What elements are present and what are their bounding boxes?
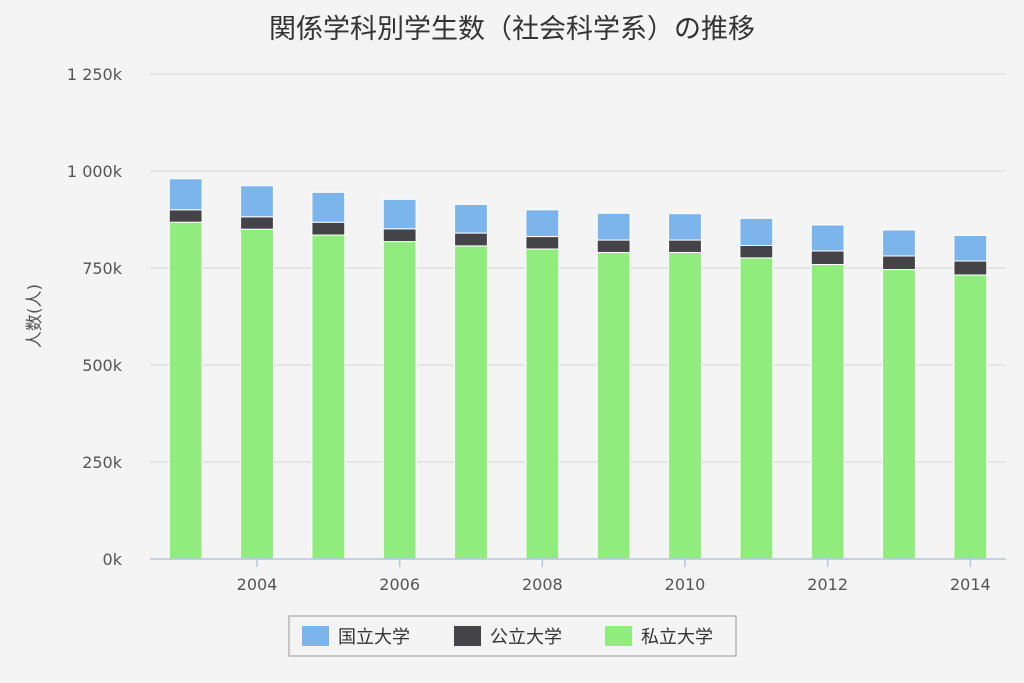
bar-2008-series-2 <box>525 209 560 238</box>
bar-2011-series-1 <box>739 244 774 259</box>
x-axis-tick-labels: 2004 2006 2008 2010 2012 2014 <box>237 559 991 594</box>
legend-item-0[interactable]: 国立大学 <box>302 626 410 648</box>
legend-box <box>288 615 737 657</box>
bar-group-2003 <box>168 178 203 560</box>
bar-2007-series-0 <box>454 245 488 560</box>
y-axis-tick-labels: 0k 250k 500k 750k 1 000k 1 250k <box>67 65 123 569</box>
legend-swatch <box>302 626 329 646</box>
bar-group-2012 <box>810 224 845 560</box>
bar-group-2009 <box>596 212 631 560</box>
legend-item-2[interactable]: 私立大学 <box>605 626 713 648</box>
chart-title: 関係学科別学生数（社会科学系）の推移 <box>269 14 755 45</box>
bar-group-2014 <box>953 234 988 560</box>
bar-2011-series-2 <box>739 217 774 246</box>
x-tick-label: 2014 <box>950 575 991 594</box>
y-tick-label: 500k <box>82 356 123 375</box>
bar-group-2008 <box>525 209 560 560</box>
bar-2009-series-0 <box>596 251 631 560</box>
y-tick-label: 1 250k <box>67 65 123 84</box>
bar-2006-series-1 <box>382 228 417 243</box>
bar-group-2007 <box>454 203 488 560</box>
bar-group-2006 <box>382 198 417 560</box>
x-tick-label: 2008 <box>522 575 563 594</box>
bar-2007-series-2 <box>454 203 488 234</box>
legend-label: 公立大学 <box>490 627 562 648</box>
y-tick-label: 250k <box>82 453 123 472</box>
bar-2010-series-1 <box>668 239 702 253</box>
bar-2012-series-2 <box>810 224 845 252</box>
bar-2008-series-1 <box>525 236 560 250</box>
y-axis-label: 人数(人) <box>25 284 45 348</box>
bar-2009-series-2 <box>596 212 631 241</box>
y-tick-label: 1 000k <box>67 162 123 181</box>
bar-2003-series-2 <box>168 178 203 211</box>
legend-label: 国立大学 <box>338 627 410 648</box>
y-tick-label: 0k <box>103 550 123 569</box>
bar-2014-series-1 <box>953 260 988 276</box>
bar-groups <box>168 178 988 560</box>
bar-group-2004 <box>240 185 274 560</box>
x-tick-label: 2004 <box>237 575 278 594</box>
x-tick-label: 2010 <box>665 575 706 594</box>
bar-2009-series-1 <box>596 239 631 253</box>
legend-swatch <box>605 626 632 646</box>
bar-2008-series-0 <box>525 248 560 560</box>
bar-2004-series-2 <box>240 185 274 218</box>
bar-2014-series-2 <box>953 234 988 262</box>
x-tick-label: 2006 <box>379 575 420 594</box>
legend-label: 私立大学 <box>641 627 713 648</box>
bar-2010-series-0 <box>668 251 702 560</box>
bar-2013-series-0 <box>882 269 916 560</box>
bar-2013-series-2 <box>882 229 916 257</box>
bar-2004-series-1 <box>240 216 274 230</box>
bar-2003-series-1 <box>168 209 203 223</box>
bar-2013-series-1 <box>882 255 916 271</box>
bar-2011-series-0 <box>739 257 774 560</box>
bar-2006-series-2 <box>382 198 417 230</box>
bar-2012-series-0 <box>810 264 845 560</box>
legend: 国立大学 公立大学 私立大学 <box>288 615 737 657</box>
bar-group-2010 <box>668 213 702 560</box>
bar-2005-series-2 <box>311 191 346 223</box>
bar-2003-series-0 <box>168 221 203 560</box>
legend-item-1[interactable]: 公立大学 <box>454 626 562 648</box>
bar-2005-series-0 <box>311 234 346 560</box>
bar-group-2005 <box>311 191 346 560</box>
bar-2005-series-1 <box>311 221 346 236</box>
bar-2010-series-2 <box>668 213 702 241</box>
bar-2012-series-1 <box>810 250 845 266</box>
x-tick-label: 2012 <box>807 575 848 594</box>
bar-group-2013 <box>882 229 916 560</box>
bar-group-2011 <box>739 217 774 560</box>
legend-swatch <box>454 626 481 646</box>
grid-lines <box>150 73 1006 463</box>
bar-2004-series-0 <box>240 228 274 560</box>
bar-2007-series-1 <box>454 232 488 247</box>
bar-2014-series-0 <box>953 274 988 560</box>
y-tick-label: 750k <box>82 259 123 278</box>
bar-2006-series-0 <box>382 241 417 560</box>
